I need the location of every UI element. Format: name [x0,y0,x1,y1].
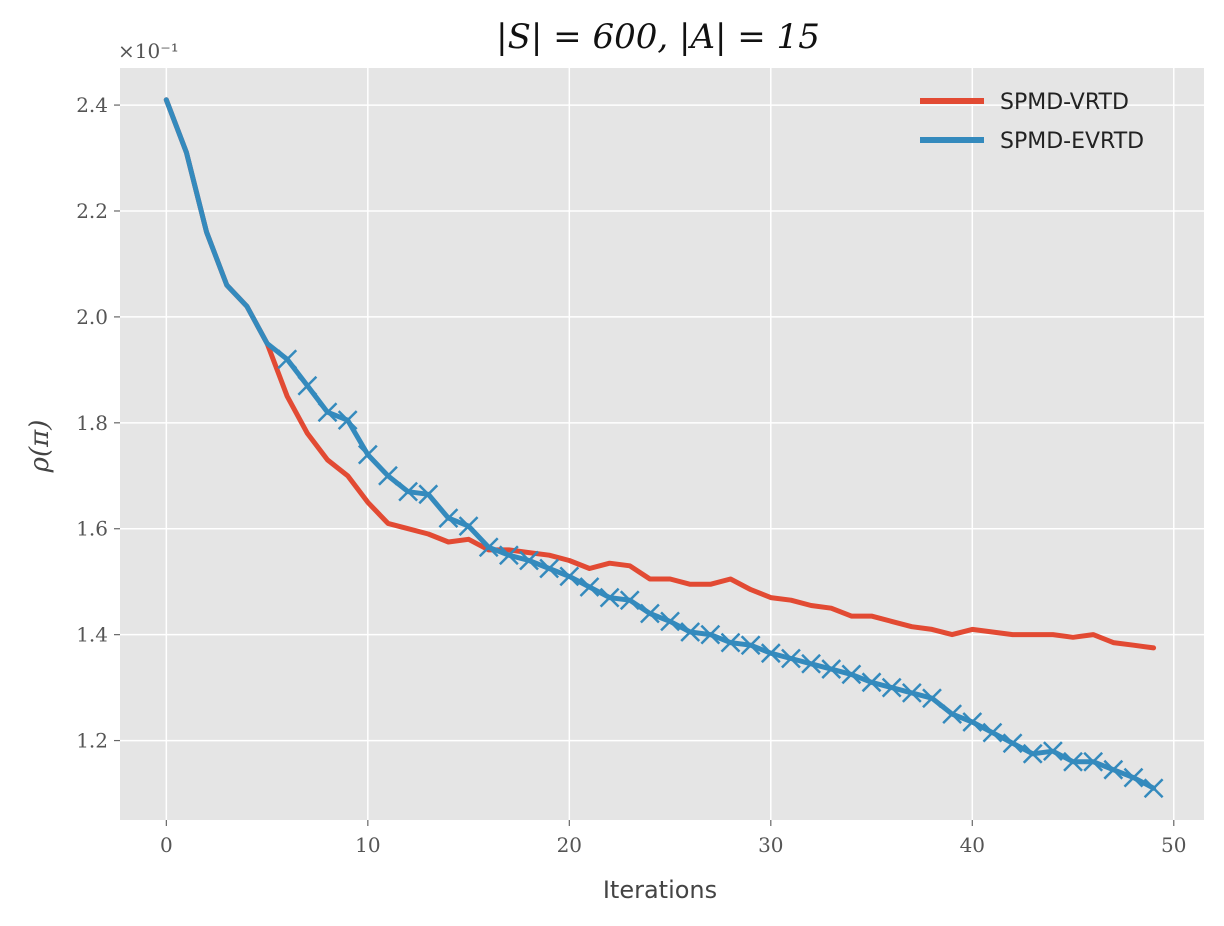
data-point-spmd-evrtd [398,481,419,502]
y-tick-label: 2.0 [76,305,108,329]
data-point-spmd-evrtd [781,648,801,669]
data-point-spmd-evrtd [599,587,620,608]
y-tick-label: 2.4 [76,93,108,117]
plot-background [120,68,1204,820]
data-point-spmd-evrtd [1083,751,1104,772]
x-tick-labels: 0 10 20 30 40 50 [160,820,1187,857]
data-point-spmd-evrtd [760,643,781,664]
data-point-spmd-evrtd [438,508,459,529]
x-tick-label: 50 [1161,833,1186,857]
legend-label-spmd-evrtd: SPMD-EVRTD [1000,129,1144,154]
data-point-spmd-evrtd [378,465,398,486]
y-tick-label: 1.6 [76,517,108,541]
x-tick-label: 20 [557,833,582,857]
x-tick-label: 0 [160,833,173,857]
data-point-spmd-evrtd [660,611,680,632]
data-point-spmd-evrtd [801,653,821,674]
y-axis-multiplier: ×10⁻¹ [118,39,179,63]
series-line-spmd-vrtd [163,97,1157,651]
data-point-spmd-evrtd [337,410,358,431]
data-point-spmd-evrtd [982,722,1003,743]
data-point-spmd-evrtd [640,603,660,624]
data-point-spmd-evrtd [881,677,902,698]
legend-label-spmd-vrtd: SPMD-VRTD [1000,90,1129,115]
data-point-spmd-evrtd [821,659,842,679]
legend: SPMD-VRTD SPMD-EVRTD [920,90,1144,154]
data-point-spmd-evrtd [1143,778,1164,799]
series-layer [163,97,1164,799]
data-point-spmd-evrtd [1043,741,1063,762]
data-point-spmd-evrtd [1063,751,1083,772]
data-point-spmd-evrtd [498,545,519,566]
data-point-spmd-evrtd [418,484,439,505]
data-point-spmd-evrtd [922,688,942,709]
data-point-spmd-evrtd [579,577,600,597]
y-tick-label: 1.4 [76,623,108,647]
y-axis-label: ρ(π) [25,420,55,474]
grid [120,68,1204,820]
data-point-spmd-evrtd [317,402,338,423]
x-axis-label: Iterations [603,876,717,904]
data-point-spmd-evrtd [1123,767,1144,788]
data-point-spmd-evrtd [458,516,479,536]
data-point-spmd-evrtd [901,683,922,703]
data-point-spmd-evrtd [357,444,378,465]
data-point-spmd-evrtd [478,537,499,558]
y-tick-labels: 1.2 1.4 1.6 1.8 2.0 2.2 2.4 [76,93,120,753]
data-point-spmd-evrtd [861,672,882,693]
data-point-spmd-evrtd [277,349,298,370]
y-tick-label: 1.8 [76,411,108,435]
data-point-spmd-evrtd [942,704,963,724]
y-tick-label: 1.2 [76,729,108,753]
data-point-spmd-evrtd [720,632,741,653]
data-point-spmd-evrtd [841,664,862,685]
data-point-spmd-evrtd [1002,733,1023,754]
x-tick-label: 40 [960,833,985,857]
data-point-spmd-evrtd [1022,743,1043,764]
data-point-spmd-evrtd [297,375,318,396]
chart-title: |S| = 600, |A| = 15 [496,17,820,57]
data-point-spmd-evrtd [619,590,640,611]
x-tick-label: 30 [758,833,783,857]
data-point-spmd-evrtd [680,622,701,642]
data-point-spmd-evrtd [962,712,983,732]
data-point-spmd-evrtd [740,635,761,656]
data-point-spmd-evrtd [559,566,580,587]
x-tick-label: 10 [355,833,380,857]
y-tick-label: 2.2 [76,199,108,223]
data-point-spmd-evrtd [519,550,539,571]
data-point-spmd-evrtd [1103,759,1124,780]
data-point-spmd-evrtd [539,558,560,579]
data-point-spmd-evrtd [700,624,721,645]
